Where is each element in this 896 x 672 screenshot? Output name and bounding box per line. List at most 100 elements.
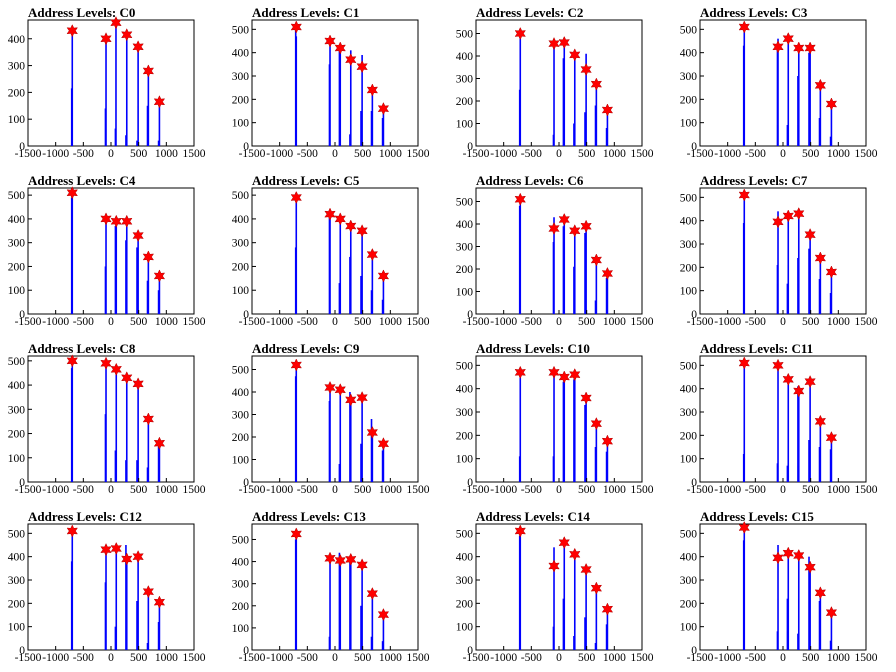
x-tick-label: 500	[130, 316, 148, 328]
y-tick-label: 300	[8, 575, 26, 587]
peak-star-marker	[782, 32, 794, 46]
peak-star-marker	[804, 228, 816, 242]
x-tick-label: 1000	[603, 652, 626, 664]
bar	[786, 283, 789, 314]
bar	[339, 218, 342, 314]
plot-frame	[27, 187, 195, 315]
y-tick-label: 500	[680, 192, 698, 204]
y-tick-label: 100	[232, 623, 250, 635]
x-tick-label: 0	[332, 148, 338, 160]
bar	[808, 52, 810, 146]
plot-frame	[251, 19, 419, 147]
y-tick-label: 500	[680, 528, 698, 540]
x-tick-label: -500	[745, 484, 766, 496]
bar	[338, 48, 341, 146]
bar	[339, 389, 342, 482]
bar	[370, 636, 373, 650]
x-tick-label: 1500	[407, 484, 430, 496]
peak-star-marker	[290, 358, 302, 372]
bar	[158, 101, 161, 146]
peak-star-marker	[132, 228, 144, 243]
chart-title: Address Levels: C0	[28, 5, 136, 20]
y-tick-label: 500	[456, 197, 474, 209]
x-tick-label: 1000	[155, 148, 178, 160]
bar	[808, 440, 810, 482]
peak-star-marker	[590, 417, 603, 431]
peak-star-marker	[100, 356, 112, 370]
bar	[338, 464, 341, 482]
bar	[563, 542, 566, 650]
bar	[382, 614, 385, 650]
peak-star-marker	[601, 266, 614, 281]
chart-title: Address Levels: C12	[28, 509, 142, 524]
peak-star-marker	[377, 608, 390, 622]
chart-title: Address Levels: C10	[476, 341, 590, 356]
x-tick-label: 1000	[827, 148, 850, 160]
chart-title: Address Levels: C5	[252, 173, 360, 188]
bar	[158, 443, 161, 482]
y-tick-label: 200	[8, 87, 26, 99]
x-tick-label: 1500	[631, 316, 654, 328]
bar	[787, 377, 790, 482]
peak-star-marker	[334, 553, 346, 568]
peak-star-marker	[590, 77, 603, 91]
peak-star-marker	[738, 20, 750, 34]
bar	[553, 547, 555, 650]
bar	[808, 556, 810, 650]
chart-panel-11: Address Levels: C11 100 200 300 400 500 0 -1500…	[672, 336, 896, 504]
bar	[818, 279, 821, 314]
peak-star-marker	[290, 20, 302, 34]
x-tick-label: 0	[332, 316, 338, 328]
x-tick-label: -1500	[687, 484, 714, 496]
x-tick-label: -500	[521, 316, 542, 328]
chart-title: Address Levels: C6	[476, 173, 584, 188]
peak-star-marker	[66, 524, 78, 538]
peak-star-marker	[569, 48, 581, 62]
y-tick-label: 0	[691, 477, 697, 489]
y-tick-label: 400	[456, 552, 474, 564]
bar	[743, 527, 746, 650]
peak-star-marker	[514, 26, 526, 41]
chart-title: Address Levels: C15	[700, 509, 814, 524]
y-tick-label: 100	[232, 455, 250, 467]
bar	[146, 105, 149, 146]
bar	[573, 123, 575, 146]
y-tick-label: 200	[8, 261, 26, 273]
bar	[585, 53, 587, 146]
bar	[830, 437, 833, 482]
bar	[562, 381, 565, 482]
y-tick-label: 300	[456, 575, 474, 587]
bar	[787, 216, 790, 314]
chart-title: Address Levels: C7	[700, 173, 808, 188]
peak-star-marker	[110, 362, 122, 376]
y-tick-label: 400	[456, 384, 474, 396]
x-tick-label: 0	[108, 652, 114, 664]
bar	[125, 221, 128, 314]
plot-frame	[27, 19, 195, 147]
bar	[125, 240, 127, 314]
bar	[114, 226, 117, 314]
bar	[147, 419, 150, 482]
y-tick-label: 0	[467, 141, 473, 153]
plot-frame	[251, 355, 419, 483]
y-tick-label: 0	[19, 141, 25, 153]
y-tick-label: 400	[456, 219, 474, 231]
x-tick-label: -1500	[463, 484, 490, 496]
peak-star-marker	[153, 95, 166, 109]
bar	[594, 105, 597, 146]
bar	[136, 601, 138, 650]
y-tick-label: 300	[232, 410, 250, 422]
x-tick-label: 500	[578, 316, 596, 328]
y-tick-label: 400	[680, 48, 698, 60]
x-tick-label: 1000	[603, 148, 626, 160]
x-tick-label: -1500	[463, 316, 490, 328]
x-tick-label: -500	[73, 316, 94, 328]
x-tick-label: 1500	[183, 316, 206, 328]
y-tick-label: 100	[680, 118, 698, 130]
y-tick-label: 200	[8, 429, 26, 441]
